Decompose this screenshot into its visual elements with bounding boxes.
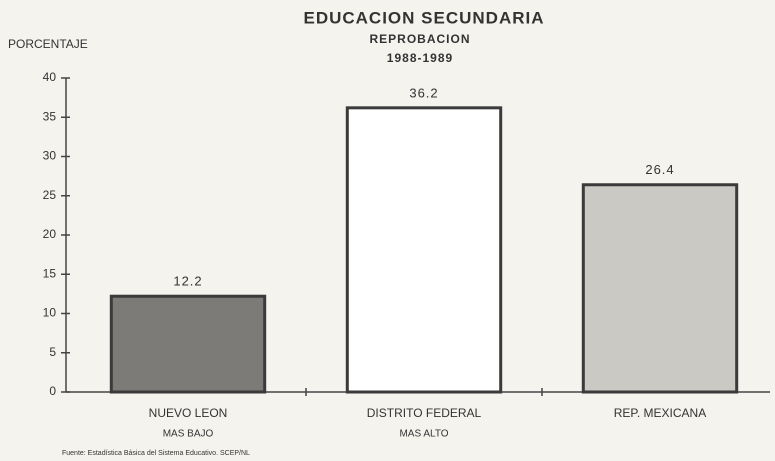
value-label: 26.4 — [645, 162, 674, 177]
x-tick-label: NUEVO LEON — [149, 406, 228, 420]
y-tick-label: 30 — [43, 149, 57, 163]
x-tick-label: DISTRITO FEDERAL — [367, 406, 482, 420]
y-tick-label: 40 — [43, 70, 57, 84]
y-tick-label: 0 — [49, 384, 56, 398]
bar — [109, 294, 267, 394]
y-tick-label: 15 — [43, 266, 57, 280]
chart-subtitle: REPROBACION — [369, 32, 470, 46]
y-tick-label: 20 — [43, 227, 57, 241]
category-note: MAS BAJO — [163, 429, 214, 440]
x-tick-label: REP. MEXICANA — [614, 406, 706, 420]
bar — [345, 106, 503, 394]
category-note: MAS ALTO — [399, 429, 448, 440]
value-label: 36.2 — [409, 85, 438, 100]
bar — [581, 183, 739, 394]
y-tick-label: 35 — [43, 109, 57, 123]
value-label: 12.2 — [173, 274, 202, 289]
y-axis-label: PORCENTAJE — [8, 37, 88, 51]
chart-title: EDUCACION SECUNDARIA — [303, 8, 544, 27]
chart-period: 1988-1989 — [387, 51, 453, 65]
y-tick-label: 10 — [43, 306, 57, 320]
source-note: Fuente: Estadística Básica del Sistema E… — [62, 450, 250, 457]
y-tick-label: 25 — [43, 188, 57, 202]
y-tick-label: 5 — [49, 345, 56, 359]
